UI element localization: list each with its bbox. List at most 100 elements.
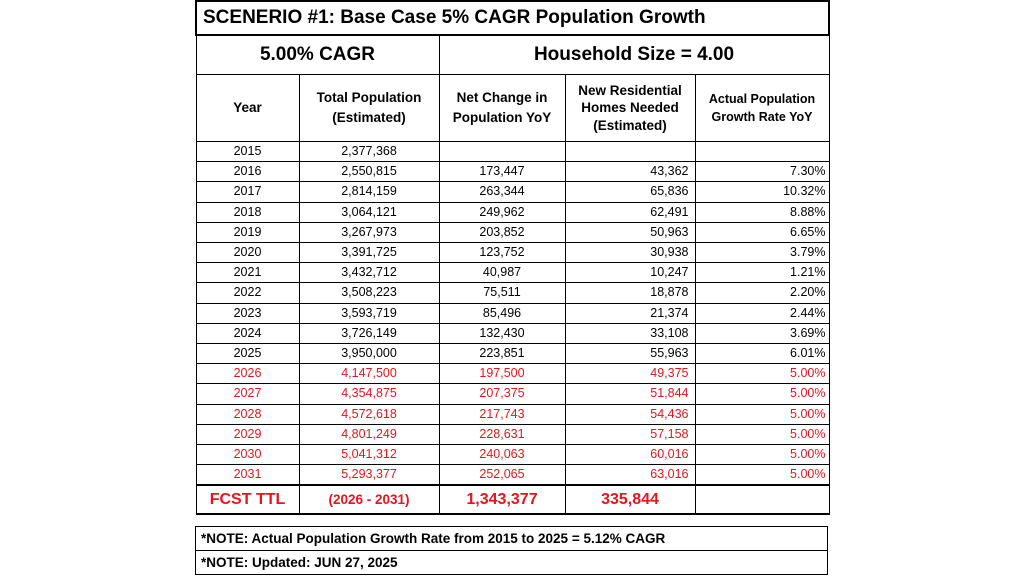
cell-homes: 60,016 <box>564 444 696 466</box>
cagr-label: 5.00% CAGR <box>195 34 440 75</box>
total-label: FCST TTL <box>195 484 300 516</box>
cell-homes: 21,374 <box>564 302 696 324</box>
table-row: 2026 4,147,500 197,500 49,375 5.00% <box>195 363 830 385</box>
notes-box: *NOTE: Actual Population Growth Rate fro… <box>195 526 828 575</box>
table-row: 2031 5,293,377 252,065 63,016 5.00% <box>195 464 830 486</box>
col-header-net-change-line1: Net Change in <box>456 90 548 106</box>
col-header-population: Total Population (Estimated) <box>298 74 440 142</box>
cell-net-change: 173,447 <box>438 161 566 183</box>
cell-population: 4,801,249 <box>298 423 440 446</box>
cell-population: 3,508,223 <box>298 282 440 304</box>
total-net-change: 1,343,377 <box>438 484 566 516</box>
table-row: 2024 3,726,149 132,430 33,108 3.69% <box>195 322 830 345</box>
cell-net-change: 207,375 <box>438 383 566 405</box>
cell-net-change: 252,065 <box>438 464 566 486</box>
cell-growth-rate: 6.65% <box>694 221 830 244</box>
cell-population: 5,041,312 <box>298 444 440 466</box>
cell-year: 2020 <box>195 242 300 264</box>
cell-homes: 51,844 <box>564 383 696 405</box>
cell-population: 3,593,719 <box>298 302 440 324</box>
cell-growth-rate: 10.32% <box>694 181 830 203</box>
cell-population: 3,391,725 <box>298 242 440 264</box>
cell-growth-rate: 5.00% <box>694 403 830 425</box>
cell-net-change: 123,752 <box>438 242 566 264</box>
cell-year: 2017 <box>195 181 300 203</box>
cell-net-change: 240,063 <box>438 444 566 466</box>
cell-year: 2029 <box>195 423 300 446</box>
cell-year: 2031 <box>195 464 300 486</box>
table-row: 2020 3,391,725 123,752 30,938 3.79% <box>195 242 830 264</box>
sheet-title: SCENERIO #1: Base Case 5% CAGR Populatio… <box>195 0 830 36</box>
cell-population: 3,064,121 <box>298 201 440 223</box>
col-header-year: Year <box>195 74 300 142</box>
cell-net-change: 75,511 <box>438 282 566 304</box>
household-size-label: Household Size = 4.00 <box>438 34 830 75</box>
table-row: 2019 3,267,973 203,852 50,963 6.65% <box>195 221 830 244</box>
note-updated: *NOTE: Updated: JUN 27, 2025 <box>201 555 398 570</box>
cell-population: 3,267,973 <box>298 221 440 244</box>
cell-year: 2018 <box>195 201 300 223</box>
col-header-net-change-line2: Population YoY <box>452 110 552 125</box>
cell-net-change: 223,851 <box>438 343 566 365</box>
table-row: 2015 2,377,368 <box>195 140 830 163</box>
cell-year: 2025 <box>195 343 300 365</box>
table-row: 2030 5,041,312 240,063 60,016 5.00% <box>195 444 830 466</box>
cell-year: 2015 <box>195 140 300 163</box>
cell-homes: 18,878 <box>564 282 696 304</box>
cell-population: 2,550,815 <box>298 161 440 183</box>
cell-homes: 10,247 <box>564 262 696 284</box>
cell-year: 2027 <box>195 383 300 405</box>
cell-growth-rate <box>694 140 830 163</box>
table-row: 2029 4,801,249 228,631 57,158 5.00% <box>195 423 830 446</box>
cell-population: 4,147,500 <box>298 363 440 385</box>
table-row: 2017 2,814,159 263,344 65,836 10.32% <box>195 181 830 203</box>
table-row: 2016 2,550,815 173,447 43,362 7.30% <box>195 161 830 183</box>
col-header-homes: New Residential Homes Needed (Estimated) <box>564 74 696 142</box>
cell-year: 2021 <box>195 262 300 284</box>
col-header-population-line1: Total Population <box>316 90 422 106</box>
cell-growth-rate: 5.00% <box>694 423 830 446</box>
col-header-homes-line2: Homes Needed <box>581 100 679 116</box>
col-header-growth-rate-line2: Growth Rate YoY <box>711 110 813 124</box>
note-cagr: *NOTE: Actual Population Growth Rate fro… <box>196 527 827 551</box>
cell-growth-rate: 7.30% <box>694 161 830 183</box>
cell-net-change: 203,852 <box>438 221 566 244</box>
cell-net-change: 85,496 <box>438 302 566 324</box>
cell-population: 3,726,149 <box>298 322 440 345</box>
cell-homes <box>564 140 696 163</box>
cell-homes: 30,938 <box>564 242 696 264</box>
cell-homes: 62,491 <box>564 201 696 223</box>
cell-population: 4,354,875 <box>298 383 440 405</box>
cell-growth-rate: 1.21% <box>694 262 830 284</box>
cell-homes: 63,016 <box>564 464 696 486</box>
col-header-growth-rate: Actual Population Growth Rate YoY <box>694 74 830 142</box>
population-table: SCENERIO #1: Base Case 5% CAGR Populatio… <box>195 0 830 516</box>
total-rate <box>694 484 830 516</box>
cell-growth-rate: 5.00% <box>694 464 830 486</box>
cell-year: 2030 <box>195 444 300 466</box>
cell-year: 2026 <box>195 363 300 385</box>
cell-net-change: 228,631 <box>438 423 566 446</box>
forecast-total-row: FCST TTL (2026 - 2031) 1,343,377 335,844 <box>195 484 830 516</box>
cell-homes: 43,362 <box>564 161 696 183</box>
table-row: 2025 3,950,000 223,851 55,963 6.01% <box>195 343 830 365</box>
cell-growth-rate: 5.00% <box>694 383 830 405</box>
col-header-homes-line3: (Estimated) <box>593 117 667 133</box>
cell-growth-rate: 6.01% <box>694 343 830 365</box>
cell-growth-rate: 8.88% <box>694 201 830 223</box>
table-row: 2021 3,432,712 40,987 10,247 1.21% <box>195 262 830 284</box>
cell-net-change: 197,500 <box>438 363 566 385</box>
table-row: 2027 4,354,875 207,375 51,844 5.00% <box>195 383 830 405</box>
total-homes: 335,844 <box>564 484 696 516</box>
table-row: 2018 3,064,121 249,962 62,491 8.88% <box>195 201 830 223</box>
cell-year: 2028 <box>195 403 300 425</box>
cell-year: 2016 <box>195 161 300 183</box>
cell-population: 2,377,368 <box>298 140 440 163</box>
cell-year: 2024 <box>195 322 300 345</box>
cell-homes: 50,963 <box>564 221 696 244</box>
table-row: 2023 3,593,719 85,496 21,374 2.44% <box>195 302 830 324</box>
cell-homes: 57,158 <box>564 423 696 446</box>
cell-growth-rate: 5.00% <box>694 444 830 466</box>
cell-population: 3,950,000 <box>298 343 440 365</box>
cell-growth-rate: 3.69% <box>694 322 830 345</box>
